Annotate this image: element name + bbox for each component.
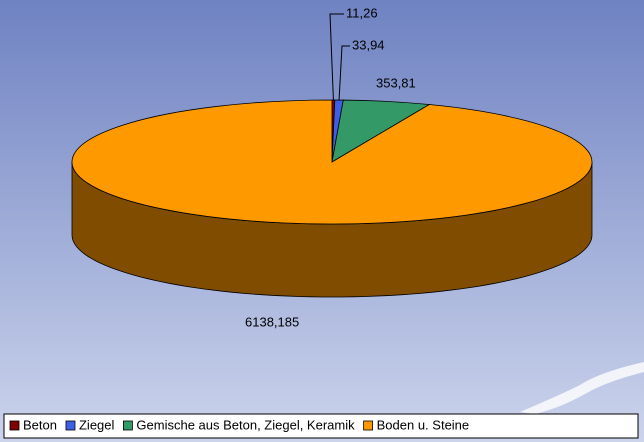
data-label: 353,81: [376, 75, 416, 90]
legend-label: Ziegel: [79, 417, 115, 432]
legend-box: [3, 413, 639, 439]
legend-label: Boden u. Steine: [377, 417, 470, 432]
legend-label: Gemische aus Beton, Ziegel, Keramik: [136, 417, 355, 432]
data-label: 6138,185: [245, 314, 299, 329]
legend-swatch: [123, 420, 133, 431]
pie: 11,26 33,94 353,81 6138,185: [71, 5, 593, 329]
legend-swatch: [9, 420, 20, 431]
data-label: 33,94: [352, 37, 385, 52]
data-label: 11,26: [346, 5, 378, 20]
legend-label: Beton: [23, 417, 57, 432]
leader-line: [329, 13, 344, 101]
legend-swatch: [363, 420, 374, 431]
pie-slice: [71, 99, 593, 225]
legend-swatch: [65, 420, 76, 431]
leader-line: [338, 45, 350, 101]
decoration: [520, 362, 644, 414]
legend: Beton Ziegel Gemische aus Beton, Ziegel, K…: [9, 417, 470, 432]
